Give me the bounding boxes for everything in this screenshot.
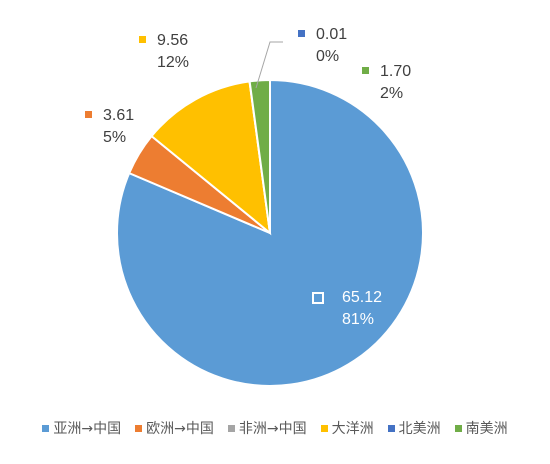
legend-label: 亚洲→中国 [53, 421, 122, 437]
percent-label: 5% [103, 129, 126, 146]
legend-item: 大洋洲 [320, 418, 374, 438]
pie-slice [116, 78, 424, 387]
legend-item: 欧洲→中国 [135, 418, 214, 438]
percent-label: 12% [157, 54, 189, 71]
label-marker [312, 292, 324, 304]
legend-swatch [42, 424, 50, 432]
legend-swatch [320, 424, 328, 432]
legend-swatch [135, 424, 143, 432]
pie-slice [150, 80, 272, 236]
data-label: 3.61 5% [85, 107, 134, 146]
percent-label: 81% [342, 311, 374, 328]
percent-label: 0% [316, 48, 339, 65]
value-label: 65.12 [342, 289, 382, 306]
legend-label: 欧洲→中国 [146, 421, 214, 437]
value-label: 0.01 [316, 26, 347, 43]
legend-swatch [227, 424, 235, 432]
percent-label: 2% [380, 85, 403, 102]
label-marker [85, 111, 92, 118]
data-label: 0.01 0% [298, 26, 347, 65]
legend-item: 亚洲→中国 [42, 418, 121, 438]
legend-swatch [454, 424, 462, 432]
chart-legend: 亚洲→中国 欧洲→中国 非洲→中国 大洋洲 北美洲 南美洲 [0, 418, 550, 438]
legend-label: 南美洲 [465, 421, 508, 437]
value-label: 9.56 [157, 32, 188, 49]
legend-label: 非洲→中国 [238, 421, 307, 437]
legend-label: 北美洲 [398, 421, 441, 437]
label-marker [139, 36, 146, 43]
data-label: 1.70 2% [362, 63, 411, 102]
value-label: 3.61 [103, 107, 134, 124]
data-label: 9.56 12% [139, 32, 189, 71]
label-marker [362, 67, 369, 74]
legend-swatch [387, 424, 395, 432]
legend-item: 非洲→中国 [227, 418, 307, 438]
value-label: 1.70 [380, 63, 411, 80]
legend-item: 北美洲 [387, 418, 441, 438]
legend-item: 南美洲 [454, 418, 508, 438]
legend-label: 大洋洲 [331, 421, 374, 437]
label-marker [298, 30, 305, 37]
pie-slice [248, 78, 271, 234]
data-label: 65.12 81% [312, 289, 382, 328]
leader-line [255, 41, 283, 89]
